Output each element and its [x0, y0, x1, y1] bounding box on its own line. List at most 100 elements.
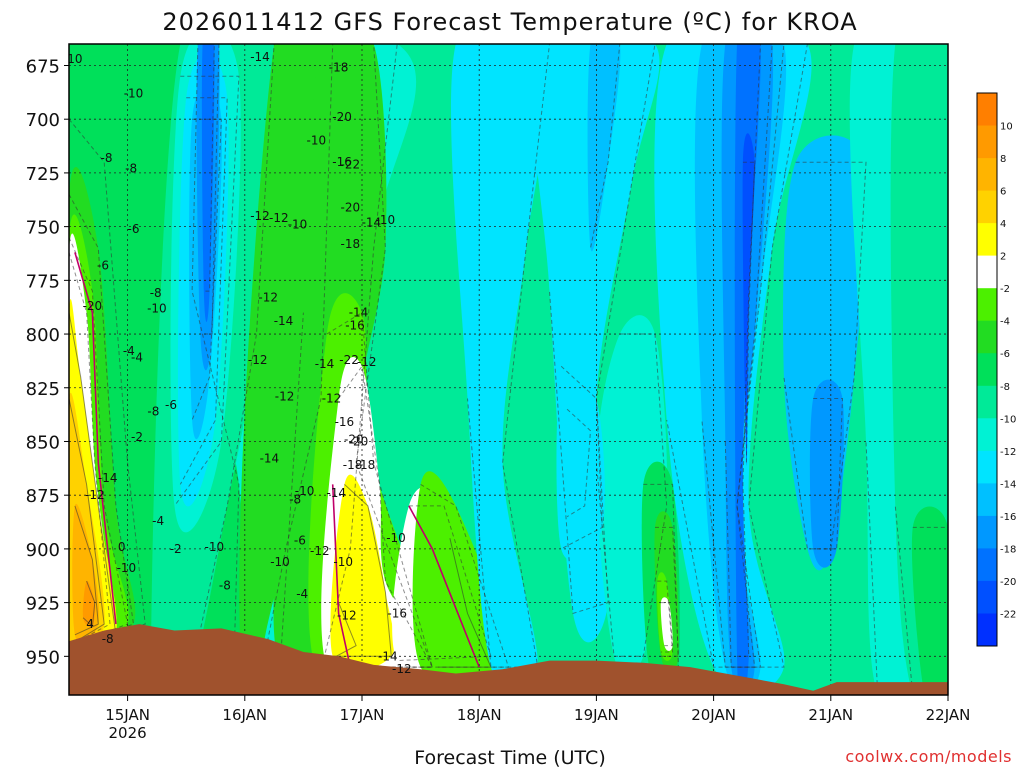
contour-label: -18: [356, 458, 376, 472]
contour-label: -4: [123, 344, 135, 358]
y-axis: 675 700 725 750 775 800 825 850 875 900 925 950: [26, 57, 69, 668]
contour-line: [854, 44, 948, 695]
temperature-region: [809, 379, 844, 568]
contour-label: -10: [117, 561, 137, 575]
colorbar-tick-label: -6: [1000, 349, 1010, 360]
contour-label: -12: [248, 353, 268, 367]
contour-label: -12: [337, 609, 357, 623]
contour-label: 0: [118, 540, 126, 554]
contour-line: [69, 398, 105, 647]
temperature-region: [451, 44, 553, 695]
contour-line: [69, 252, 111, 647]
colorbar-swatch: [977, 450, 997, 484]
colorbar-swatch: [977, 418, 997, 452]
contour-line: [74, 505, 99, 636]
contour-label: -2: [170, 542, 182, 556]
contour-label: -10: [306, 134, 326, 148]
contour-label: -10: [333, 555, 353, 569]
y-tick-label: 925: [26, 594, 60, 615]
x-tick-label: 21JAN: [808, 706, 853, 724]
contour-label: -14: [98, 471, 118, 485]
contour-line: [420, 483, 510, 668]
colorbar-swatch: [977, 580, 997, 614]
contour-line: [397, 505, 492, 662]
contour-line: [537, 44, 656, 615]
contour-label: -10: [288, 218, 308, 232]
colorbar-swatch: [977, 255, 997, 289]
colorbar-swatch: [977, 353, 997, 387]
colorbar-tick-label: -8: [1000, 382, 1010, 393]
y-tick-label: 875: [26, 486, 60, 507]
colorbar-tick-label: 6: [1000, 187, 1006, 198]
contour-label: -2: [131, 430, 143, 444]
contour-label: -16: [335, 415, 355, 429]
contour-label: -12: [392, 662, 412, 676]
contour-label: -4: [152, 514, 164, 528]
contour-label: -16: [387, 606, 407, 620]
contour-label: -10: [270, 555, 290, 569]
contour-label: -10: [295, 484, 315, 498]
contour-line: [666, 44, 808, 668]
colorbar-tick-label: 4: [1000, 219, 1006, 230]
contour-line: [742, 161, 756, 464]
x-tick-label: 15JAN: [105, 706, 150, 724]
contour-line: [191, 118, 222, 421]
colorbar-swatch: [977, 190, 997, 224]
contour-line: [197, 44, 220, 335]
contour-label: -20: [340, 200, 360, 214]
contour-label: -6: [294, 533, 306, 547]
contour-line: [335, 602, 357, 657]
colorbar-tick-label: 10: [1000, 122, 1013, 133]
contour-line: [566, 408, 592, 518]
contour-label: -12: [322, 392, 342, 406]
contour-label: -14: [250, 50, 270, 64]
contour-line: [326, 365, 434, 668]
contour-label: -8: [289, 493, 301, 507]
colorbar-tick-label: -10: [1000, 414, 1016, 425]
colorbar-swatch: [977, 320, 997, 354]
colorbar-tick-label: 8: [1000, 154, 1006, 165]
contour-label: -20: [332, 110, 352, 124]
colorbar-tick-label: -14: [1000, 479, 1016, 490]
contour-label: -6: [128, 222, 140, 236]
y-tick-label: 675: [26, 57, 60, 78]
colorbar-tick-label: -18: [1000, 544, 1016, 555]
contour-line: [724, 44, 773, 668]
contour-label: -12: [258, 291, 278, 305]
colorbar-tick-label: -22: [1000, 610, 1016, 621]
y-tick-label: 900: [26, 540, 60, 561]
contour-label: -14: [349, 306, 369, 320]
colorbar-swatch: [977, 385, 997, 419]
contour-label: -10: [147, 301, 167, 315]
x-tick-label: 18JAN: [457, 706, 502, 724]
contour-line: [69, 118, 146, 647]
contour-label: -12: [250, 209, 270, 223]
temperature-region: [201, 44, 215, 322]
contour-label: -6: [97, 258, 109, 272]
contour-label: -20: [83, 299, 103, 313]
y-tick-label: 775: [26, 271, 60, 292]
contour-label: -14: [260, 452, 280, 466]
contour-label: -22: [340, 157, 360, 171]
contour-label: -18: [329, 61, 349, 75]
grid-lines: [69, 44, 948, 695]
contour-label: -8: [150, 286, 162, 300]
y-tick-label: 950: [26, 647, 60, 668]
contour-label: -10: [204, 540, 224, 554]
y-tick-label: 850: [26, 433, 60, 454]
contour-line: [332, 484, 392, 657]
y-tick-label: 725: [26, 164, 60, 185]
contour-label: -16: [345, 319, 365, 333]
x-tick-label: 17JAN: [340, 706, 385, 724]
temperature-region: [911, 506, 948, 695]
colorbar-tick-label: -4: [1000, 317, 1010, 328]
temperature-region: [742, 133, 755, 467]
plot-frame: [68, 43, 949, 696]
contour-line: [151, 44, 275, 695]
chart-title: 2026011412 GFS Forecast Temperature (ºC)…: [162, 8, 857, 36]
colorbar-swatch: [977, 158, 997, 192]
colorbar-swatch: [977, 93, 997, 126]
contour-label: -14: [315, 357, 335, 371]
colorbar-tick-label: -2: [1000, 284, 1010, 295]
contour-label: 10: [67, 52, 82, 66]
